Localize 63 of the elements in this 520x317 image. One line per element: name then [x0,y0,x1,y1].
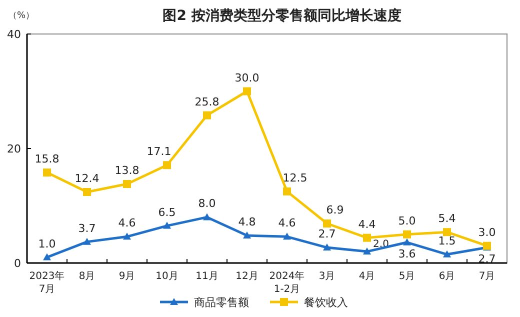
point [443,228,451,236]
point [43,168,51,177]
data-label: 12.5 [282,171,308,184]
y-tick-label: 40 [7,28,21,41]
point [203,213,211,220]
x-tick-label: 7月 [478,271,496,282]
y-tick-label: 20 [7,142,21,156]
data-label: 6.5 [158,206,176,219]
point [403,238,411,246]
data-label: 17.1 [146,145,172,158]
data-label: 1.5 [438,234,456,248]
point [403,230,411,238]
chart-title: 图2 按消费类型分零售额同比增长速度 [162,7,402,24]
x-tick-label: 9月 [118,271,136,282]
point [163,161,171,170]
point [243,87,251,96]
y-tick-label: 0 [14,257,21,270]
data-label: 3.6 [398,247,416,260]
x-tick-label: 6月 [438,271,456,282]
point [123,232,131,240]
data-label: 1.0 [38,237,56,250]
data-label: 4.4 [358,218,376,231]
point [323,219,331,228]
data-label: 8.0 [198,197,216,210]
data-label: 2.7 [318,228,336,241]
x-tick-label: 11月 [196,271,218,282]
point [83,188,91,196]
point [443,250,451,258]
data-label: 25.8 [194,95,220,108]
data-label: 30.0 [234,71,260,84]
data-label: 5.0 [398,214,416,228]
data-label: 4.6 [278,216,296,230]
point [283,232,291,240]
point [363,234,371,242]
data-label: 3.0 [478,226,496,239]
x-tick-label: 2023年 7月 [29,270,65,295]
data-label: 4.6 [118,216,136,230]
x-tick-label: 3月 [318,271,336,282]
point [43,253,51,260]
x-tick-label: 2024年 1-2月 [269,270,305,295]
point [323,244,331,251]
data-label: 13.8 [114,164,140,177]
data-label: 5.4 [438,212,456,226]
point [163,222,171,229]
x-tick-label: 12月 [236,271,258,282]
y-axis-title: （%） [8,11,35,21]
data-label: 6.9 [326,203,344,216]
data-label: 12.4 [74,172,100,186]
point [283,187,291,196]
data-label: 3.7 [78,222,96,235]
legend-label: 餐饮收入 [304,296,348,309]
legend-label: 商品零售额 [194,296,249,309]
point [83,238,91,245]
x-tick-label: 8月 [78,271,96,282]
data-label: 15.8 [34,152,60,166]
point [243,232,251,239]
point [363,248,371,255]
point [123,180,131,188]
point [203,111,211,120]
x-tick-label: 4月 [358,271,376,282]
data-label: 4.8 [238,216,256,229]
x-tick-label: 10月 [156,271,178,282]
x-tick-label: 5月 [398,271,416,282]
